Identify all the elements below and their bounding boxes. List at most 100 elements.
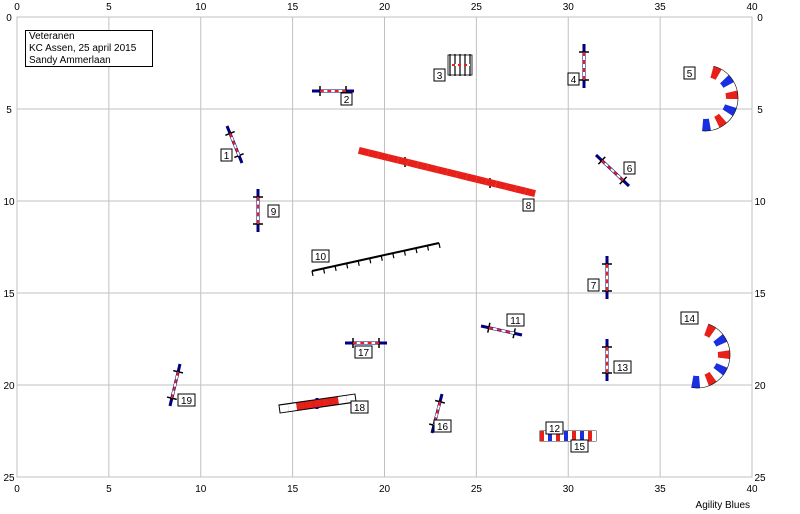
stripe-segment <box>357 147 370 157</box>
label-text: 15 <box>574 442 586 453</box>
stripe-segment <box>488 326 494 330</box>
x-tick-label-top: 35 <box>655 2 667 13</box>
label-text: 18 <box>354 403 366 414</box>
jump-bar <box>488 326 515 335</box>
tunnel-segment <box>709 367 723 382</box>
obstacle-number-14: 14 <box>680 311 699 325</box>
stripe-segment <box>329 396 339 406</box>
tunnel-outline <box>691 323 731 389</box>
obstacle-number-13: 13 <box>613 360 632 374</box>
stripe-segment <box>321 398 331 407</box>
stripe-segment <box>304 400 314 409</box>
weave-pole <box>357 260 360 266</box>
x-tick-label-top: 25 <box>471 2 483 13</box>
stripe-segment <box>485 178 497 188</box>
weave-pole <box>380 255 383 261</box>
label-text: 4 <box>571 75 577 86</box>
stripe-segment <box>397 156 409 166</box>
stripe-segment <box>172 386 176 391</box>
stripe-segment <box>616 174 621 179</box>
x-tick-label-top: 10 <box>195 2 207 13</box>
tunnel-segment <box>714 113 727 128</box>
obstacle-number-17: 17 <box>354 345 373 359</box>
stripe-segment <box>435 413 438 418</box>
x-tick-label-top: 40 <box>746 2 758 13</box>
weave-pole <box>438 242 441 249</box>
stripe-segment <box>230 136 234 142</box>
x-tick-label-bottom: 40 <box>746 484 758 495</box>
label-box <box>340 92 353 106</box>
stripe-segment <box>613 171 618 176</box>
label-box <box>350 400 369 414</box>
stripe-segment <box>287 403 298 412</box>
label-text: 8 <box>526 201 532 212</box>
weave-pole <box>334 265 337 272</box>
tunnel-segment <box>719 75 734 89</box>
stripe-segment <box>348 144 360 154</box>
stripe-segment <box>171 390 175 395</box>
label-text: 13 <box>617 363 629 374</box>
stripe-segment <box>377 151 390 161</box>
x-tick-label-bottom: 20 <box>379 484 391 495</box>
stripe-segment <box>534 190 546 200</box>
y-tick-label-left: 15 <box>3 289 15 300</box>
stripe-segment <box>601 159 606 165</box>
stripe-segment <box>436 409 439 414</box>
x-tick-label-top: 15 <box>287 2 299 13</box>
obstacle-number-1: 1 <box>220 148 233 162</box>
label-box <box>506 313 525 327</box>
label-text: 14 <box>684 314 696 325</box>
stripe-segment <box>438 401 441 406</box>
x-tick-label-top: 5 <box>106 2 112 13</box>
label-box <box>433 419 452 433</box>
y-tick-label-left: 5 <box>6 105 12 116</box>
stripe-segment <box>232 140 236 145</box>
tunnel-segment <box>718 109 733 123</box>
y-tick-label-left: 20 <box>3 381 15 392</box>
y-tick-label-right: 0 <box>757 13 763 24</box>
weave-pole <box>346 263 349 269</box>
weave-pole <box>403 250 406 256</box>
stripe-segment <box>233 144 237 149</box>
tunnel-segment <box>716 357 730 368</box>
x-tick-label-top: 0 <box>14 2 20 13</box>
tunnel-segment <box>724 98 738 109</box>
label-box <box>680 311 699 325</box>
stripe-segment <box>387 154 399 164</box>
tunnel-obstacle-14 <box>691 323 731 389</box>
label-box <box>567 72 580 86</box>
stripe-segment <box>175 375 179 380</box>
course-info-box: Veteranen KC Assen, 25 april 2015 Sandy … <box>25 30 153 67</box>
tunnel-segment <box>725 90 738 100</box>
tunnel-outline <box>702 65 739 132</box>
label-text: 7 <box>591 281 597 292</box>
obstacle-number-9: 9 <box>267 204 280 218</box>
jump-bar <box>229 133 240 156</box>
weave-pole <box>311 270 314 277</box>
obstacle-number-19: 19 <box>177 393 196 407</box>
weave-poles-obstacle-10 <box>311 242 441 277</box>
stripe-segment <box>607 165 612 170</box>
label-text: 2 <box>344 95 350 106</box>
stripe-segment <box>279 404 289 413</box>
x-tick-label-top: 20 <box>379 2 391 13</box>
weave-pole <box>392 253 395 259</box>
tunnel-segment <box>704 371 717 386</box>
label-text: 1 <box>224 151 230 162</box>
y-tick-label-left: 25 <box>3 473 15 484</box>
obstacle-number-2: 2 <box>340 92 353 106</box>
label-box <box>177 393 196 407</box>
jump-bar <box>170 371 180 399</box>
x-tick-label-bottom: 35 <box>655 484 667 495</box>
label-text: 16 <box>437 422 449 433</box>
obstacle-number-15: 15 <box>570 439 589 453</box>
x-tick-label-bottom: 15 <box>287 484 299 495</box>
grid <box>16 16 753 478</box>
stripe-segment <box>229 133 233 138</box>
stripe-segment <box>524 187 537 197</box>
stripe-segment <box>170 394 174 399</box>
stripe-segment <box>492 327 498 331</box>
label-box <box>354 345 373 359</box>
